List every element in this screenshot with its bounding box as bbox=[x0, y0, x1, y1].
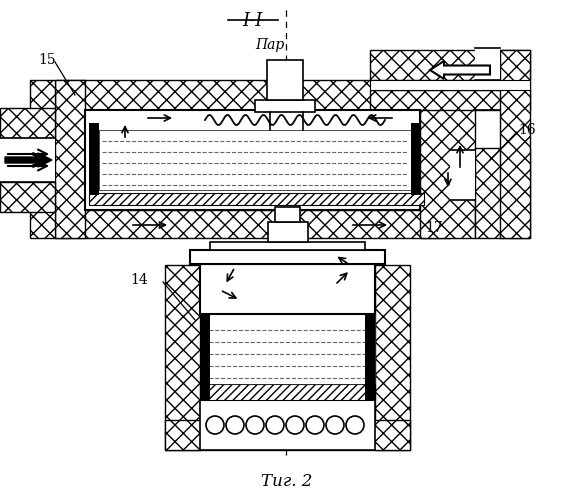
Bar bbox=[370, 80, 530, 90]
Text: I-I: I-I bbox=[242, 12, 262, 30]
Bar bbox=[165, 420, 410, 450]
Bar bbox=[475, 148, 530, 238]
Bar bbox=[190, 250, 385, 264]
Bar bbox=[200, 400, 375, 450]
Bar bbox=[55, 80, 85, 238]
Circle shape bbox=[346, 416, 364, 434]
Bar bbox=[268, 222, 308, 242]
Bar bbox=[375, 265, 410, 450]
Bar bbox=[85, 110, 420, 210]
Text: 16: 16 bbox=[518, 123, 536, 137]
Circle shape bbox=[246, 416, 264, 434]
Bar bbox=[267, 60, 303, 100]
Bar bbox=[30, 210, 55, 238]
Circle shape bbox=[306, 416, 324, 434]
Bar bbox=[0, 182, 55, 212]
Bar bbox=[210, 242, 365, 250]
Bar bbox=[30, 80, 55, 110]
FancyArrow shape bbox=[430, 61, 490, 79]
Circle shape bbox=[206, 416, 224, 434]
Bar bbox=[89, 123, 99, 195]
Bar bbox=[99, 130, 411, 190]
Polygon shape bbox=[5, 153, 52, 167]
Text: Τиг. 2: Τиг. 2 bbox=[262, 474, 313, 490]
Bar bbox=[200, 384, 375, 400]
Bar bbox=[370, 90, 530, 110]
Bar bbox=[500, 50, 530, 238]
Circle shape bbox=[266, 416, 284, 434]
Bar bbox=[200, 314, 210, 400]
Bar bbox=[475, 48, 500, 80]
Bar bbox=[200, 264, 375, 314]
Bar bbox=[255, 100, 315, 112]
Bar bbox=[370, 50, 530, 80]
Circle shape bbox=[286, 416, 304, 434]
Bar bbox=[55, 80, 450, 110]
Bar bbox=[365, 314, 375, 400]
Text: 15: 15 bbox=[38, 53, 56, 67]
Text: 14: 14 bbox=[130, 273, 148, 287]
Bar bbox=[450, 150, 475, 200]
Circle shape bbox=[326, 416, 344, 434]
Bar bbox=[55, 210, 450, 238]
Text: 17: 17 bbox=[425, 221, 443, 235]
Text: Пар: Пар bbox=[255, 38, 285, 52]
Bar bbox=[275, 207, 300, 222]
Bar bbox=[420, 80, 475, 238]
Bar bbox=[165, 265, 200, 450]
Bar bbox=[0, 138, 55, 182]
Bar bbox=[0, 108, 55, 138]
Bar bbox=[200, 314, 375, 384]
Bar bbox=[89, 193, 424, 205]
Circle shape bbox=[226, 416, 244, 434]
Bar bbox=[411, 123, 421, 195]
